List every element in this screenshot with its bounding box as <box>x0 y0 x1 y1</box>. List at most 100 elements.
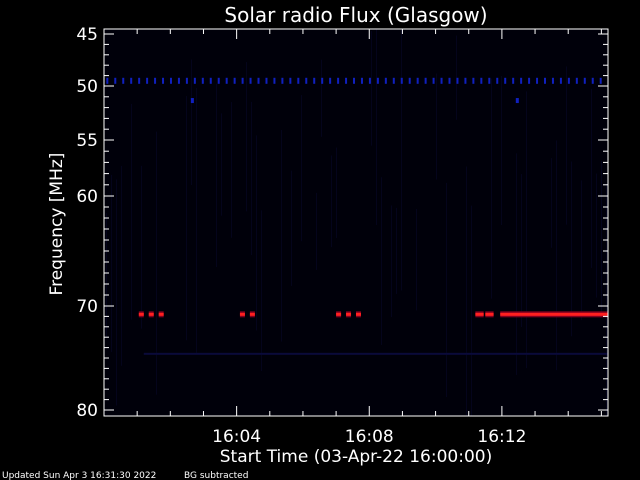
data-dot <box>146 77 149 84</box>
noise-streak <box>261 210 262 372</box>
data-dot <box>551 77 554 84</box>
y-tick-label: 50 <box>76 77 98 97</box>
noise-streak <box>501 75 502 226</box>
noise-streak <box>141 165 142 329</box>
data-dot <box>297 77 300 84</box>
noise-streak <box>601 160 602 316</box>
emission-segment <box>500 312 608 316</box>
noise-streak <box>291 170 292 286</box>
noise-streak <box>116 179 117 406</box>
data-dot <box>169 77 172 84</box>
noise-streak <box>491 78 492 299</box>
data-dot <box>337 77 340 84</box>
noise-streak <box>336 147 337 238</box>
data-dot <box>225 77 228 84</box>
data-dot <box>567 77 570 84</box>
footer-updated: Updated Sun Apr 3 16:31:30 2022 <box>2 471 156 480</box>
noise-streak <box>471 205 472 416</box>
data-dot <box>400 77 403 84</box>
data-dot <box>559 77 562 84</box>
noise-streak <box>316 192 317 270</box>
noise-streak <box>196 87 197 355</box>
data-dot <box>368 77 371 84</box>
emission-segment <box>158 312 164 316</box>
x-axis-label: Start Time (03-Apr-22 16:00:00) <box>220 447 492 467</box>
noise-streak <box>521 174 522 328</box>
noise-streak <box>371 31 372 146</box>
noise-streak <box>106 213 107 337</box>
y-tick-label: 70 <box>76 297 98 317</box>
noise-streak <box>256 135 257 331</box>
data-dot <box>488 77 491 84</box>
data-dot <box>448 77 451 84</box>
data-dot <box>265 77 268 84</box>
data-dot <box>106 77 109 84</box>
data-dot <box>190 98 194 104</box>
data-dot <box>384 77 387 84</box>
data-dot <box>201 77 204 84</box>
emission-segment <box>336 312 342 316</box>
data-dot <box>329 77 332 84</box>
data-dot <box>504 77 507 84</box>
noise-streak <box>581 180 582 321</box>
data-dot <box>177 77 180 84</box>
data-dot <box>472 77 475 84</box>
data-dot <box>528 77 531 84</box>
y-tick-label: 55 <box>76 131 98 151</box>
noise-streak <box>566 66 567 225</box>
noise-streak <box>301 95 302 242</box>
noise-streak <box>121 165 122 366</box>
data-dot <box>193 77 196 84</box>
noise-streak <box>591 88 592 268</box>
data-dot <box>313 77 316 84</box>
noise-streak <box>436 73 437 180</box>
noise-streak <box>551 158 552 248</box>
data-dot <box>345 77 348 84</box>
noise-streak <box>391 205 392 318</box>
data-dot <box>241 77 244 84</box>
data-dot <box>353 77 356 84</box>
data-dot <box>138 77 141 84</box>
noise-streak <box>246 62 247 212</box>
noise-streak <box>191 59 192 185</box>
noise-streak <box>401 29 402 291</box>
data-dot <box>536 77 539 84</box>
noise-streak <box>216 83 217 268</box>
noise-streak <box>526 91 527 369</box>
data-dot <box>496 77 499 84</box>
data-dot <box>408 77 411 84</box>
data-dot <box>583 77 586 84</box>
noise-streak <box>606 183 607 416</box>
noise-streak <box>231 102 232 238</box>
x-axis: 16:04 16:08 16:12 <box>136 29 602 447</box>
noise-streak <box>416 209 417 311</box>
data-dot <box>257 77 260 84</box>
chart-title: Solar radio Flux (Glasgow) <box>224 3 487 27</box>
noise-streak <box>251 101 252 256</box>
data-dot <box>416 77 419 84</box>
y-tick-label: 60 <box>76 187 98 207</box>
faint-band <box>143 352 608 355</box>
data-dot <box>289 77 292 84</box>
y-tick-label: 45 <box>76 25 98 45</box>
footer-bg-note: BG subtracted <box>184 471 248 480</box>
x-tick-label: 16:08 <box>345 427 394 447</box>
noise-streak <box>516 153 517 375</box>
data-dot <box>424 77 427 84</box>
emission-segment <box>475 312 484 316</box>
data-dot <box>249 77 252 84</box>
data-dot <box>281 77 284 84</box>
emission-segment <box>356 312 361 316</box>
data-dot <box>512 77 515 84</box>
noise-streak <box>281 129 282 342</box>
data-dot <box>591 77 594 84</box>
emission-segment <box>148 312 154 316</box>
noise-streak <box>456 35 457 120</box>
x-tick-label: 16:04 <box>212 427 261 447</box>
noise-streak <box>321 59 322 137</box>
y-axis-label: Frequency [MHz] <box>47 153 67 296</box>
noise-streak <box>111 174 112 353</box>
noise-streak <box>596 173 597 298</box>
noise-streak <box>331 155 332 248</box>
data-dot <box>162 77 165 84</box>
